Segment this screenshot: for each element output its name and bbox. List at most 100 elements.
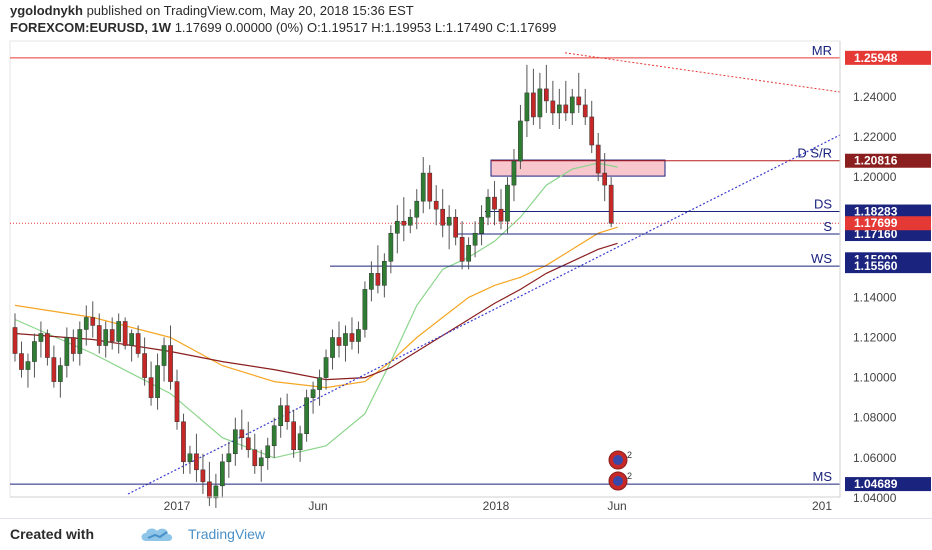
candle-body[interactable]: [245, 437, 251, 451]
candle-body[interactable]: [271, 425, 277, 447]
candle-body[interactable]: [492, 196, 497, 210]
candle-body[interactable]: [388, 232, 394, 262]
candle-body[interactable]: [582, 104, 588, 118]
candle-body[interactable]: [544, 88, 549, 102]
candle-body[interactable]: [291, 421, 296, 451]
candle-body[interactable]: [595, 144, 601, 174]
candle-body[interactable]: [323, 357, 329, 378]
candle-body[interactable]: [168, 345, 173, 382]
candle-body[interactable]: [45, 333, 50, 358]
candle-body[interactable]: [200, 469, 206, 483]
publisher-name[interactable]: ygolodnykh: [10, 3, 83, 18]
candle-body[interactable]: [550, 100, 556, 114]
candle-body[interactable]: [394, 220, 400, 234]
candle-body[interactable]: [382, 261, 387, 286]
candle-body[interactable]: [446, 216, 452, 226]
candle-body[interactable]: [304, 397, 309, 434]
candle-body[interactable]: [453, 216, 458, 238]
candle-body[interactable]: [252, 449, 258, 467]
candle-body[interactable]: [142, 353, 147, 378]
candle-body[interactable]: [524, 92, 530, 122]
candle-body[interactable]: [369, 273, 374, 290]
candle-body[interactable]: [265, 445, 271, 459]
candle-body[interactable]: [38, 333, 44, 342]
candle-body[interactable]: [569, 96, 575, 114]
candle-body[interactable]: [220, 461, 225, 487]
candle-body[interactable]: [375, 273, 381, 286]
candle-body[interactable]: [297, 433, 303, 451]
candle-body[interactable]: [479, 216, 484, 234]
candle-body[interactable]: [556, 104, 562, 114]
candle-body[interactable]: [284, 405, 290, 422]
candle-body[interactable]: [232, 429, 238, 455]
candle-body[interactable]: [96, 325, 102, 346]
candle-body[interactable]: [181, 421, 186, 463]
candle-body[interactable]: [427, 172, 433, 202]
candle-body[interactable]: [174, 381, 180, 422]
candle-body[interactable]: [70, 337, 76, 354]
candle-body[interactable]: [407, 216, 413, 226]
candle-body[interactable]: [362, 289, 368, 330]
candle-body[interactable]: [103, 329, 109, 346]
candle-body[interactable]: [135, 333, 141, 354]
candle-body[interactable]: [51, 357, 57, 382]
candle-body[interactable]: [122, 321, 128, 346]
candle-body[interactable]: [349, 333, 355, 342]
candle-body[interactable]: [77, 329, 83, 354]
candle-body[interactable]: [155, 365, 160, 398]
candle-body[interactable]: [83, 317, 89, 330]
candle-body[interactable]: [317, 377, 322, 390]
candle-body[interactable]: [278, 405, 284, 426]
candle-body[interactable]: [148, 377, 154, 398]
candle-body[interactable]: [12, 327, 18, 354]
candle-body[interactable]: [420, 172, 426, 202]
candle-body[interactable]: [414, 200, 420, 218]
candle-body[interactable]: [589, 116, 595, 146]
candle-body[interactable]: [459, 236, 465, 262]
candle-body[interactable]: [537, 88, 543, 118]
candle-body[interactable]: [576, 96, 582, 106]
candle-body[interactable]: [563, 104, 569, 114]
candle-body[interactable]: [109, 329, 115, 342]
candle-body[interactable]: [485, 196, 491, 218]
candle-body[interactable]: [531, 92, 536, 118]
candle-body[interactable]: [466, 245, 471, 262]
price-chart[interactable]: MR D S/R DS S WS MS 1.24000 1.22000 1.20000 1.18…: [0, 0, 932, 518]
candle-body[interactable]: [58, 365, 63, 382]
candle-body[interactable]: [116, 321, 122, 342]
candle-body[interactable]: [511, 160, 517, 186]
candle-body[interactable]: [161, 345, 167, 366]
tradingview-cloud-icon[interactable]: [138, 523, 188, 545]
candle-body[interactable]: [498, 208, 504, 222]
candle-body[interactable]: [90, 317, 96, 326]
tradingview-brand-link[interactable]: TradingView: [188, 526, 266, 542]
candle-body[interactable]: [602, 172, 608, 186]
candle-body[interactable]: [213, 485, 219, 499]
ma-slow-line[interactable]: [14, 242, 618, 381]
candle-body[interactable]: [194, 453, 199, 471]
candle-body[interactable]: [343, 333, 348, 346]
candle-body[interactable]: [25, 361, 31, 370]
candle-body[interactable]: [64, 337, 70, 366]
candle-body[interactable]: [505, 184, 510, 222]
ma-fast-line[interactable]: [14, 162, 618, 459]
candle-body[interactable]: [226, 453, 232, 463]
candle-body[interactable]: [129, 333, 134, 346]
ma-mid-line[interactable]: [14, 226, 618, 389]
candle-body[interactable]: [187, 453, 193, 463]
candle-body[interactable]: [258, 457, 264, 467]
candle-body[interactable]: [401, 220, 407, 226]
support-trendline[interactable]: [127, 134, 841, 495]
candle-body[interactable]: [207, 481, 212, 499]
candle-body[interactable]: [608, 184, 614, 224]
candle-body[interactable]: [518, 120, 523, 162]
candle-body[interactable]: [356, 329, 361, 342]
candle-body[interactable]: [472, 232, 478, 246]
candle-body[interactable]: [433, 200, 439, 210]
candle-body[interactable]: [19, 353, 24, 370]
candle-body[interactable]: [239, 429, 245, 438]
candle-body[interactable]: [440, 208, 446, 226]
candle-body[interactable]: [32, 341, 37, 362]
candle-body[interactable]: [336, 337, 342, 346]
candle-body[interactable]: [310, 389, 316, 398]
